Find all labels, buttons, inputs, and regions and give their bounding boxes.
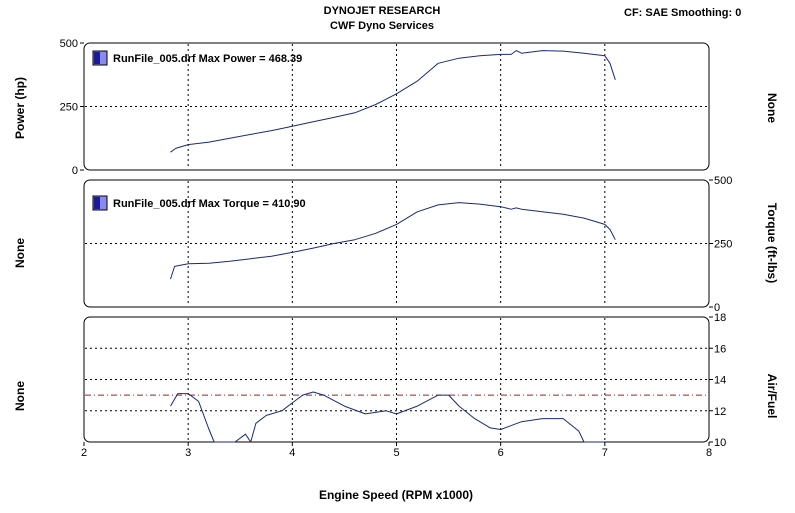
- airfuel-ylabel-left: None: [13, 381, 27, 411]
- power-ylabel-left: Power (hp): [13, 77, 27, 139]
- x-tick-label: 4: [289, 447, 295, 459]
- header-title: DYNOJET RESEARCH: [324, 5, 441, 17]
- y-tick-label: 12: [714, 406, 726, 418]
- header-subtitle: CWF Dyno Services: [330, 20, 434, 32]
- power-legend-label: RunFile_005.drf Max Power = 468.39: [113, 53, 302, 65]
- airfuel-ylabel-right: Air/Fuel: [765, 374, 779, 419]
- torque-panel: 500 250 0 RunFile_005.drf Max Torque = 410…: [13, 175, 779, 314]
- air_fuel-series-line: [170, 391, 605, 443]
- torque-legend: RunFile_005.drf Max Torque = 410.90: [92, 195, 306, 211]
- airfuel-panel: 18 16 14 12 10 None Air/Fuel: [13, 312, 779, 449]
- x-tick-label: 6: [498, 447, 504, 459]
- torque-legend-label: RunFile_005.drf Max Torque = 410.90: [113, 198, 306, 210]
- x-axis: 2 3 4 5 6 7 8: [81, 442, 712, 459]
- power-legend: RunFile_005.drf Max Power = 468.39: [92, 50, 302, 66]
- x-tick-label: 5: [393, 447, 399, 459]
- x-axis-label: Engine Speed (RPM x1000): [319, 488, 473, 502]
- y-tick-label: 0: [714, 302, 720, 314]
- y-tick-label: 500: [714, 175, 732, 187]
- power-series-line: [170, 50, 616, 153]
- x-tick-label: 3: [185, 447, 191, 459]
- y-tick-label: 10: [714, 437, 726, 449]
- y-tick-label: 0: [72, 165, 78, 177]
- x-tick-label: 2: [81, 447, 87, 459]
- header-settings: CF: SAE Smoothing: 0: [624, 7, 741, 19]
- y-tick-label: 500: [60, 38, 78, 50]
- y-tick-label: 18: [714, 312, 726, 324]
- y-tick-label: 14: [714, 375, 726, 387]
- power-panel: 500 250 0 RunFile_005.drf Max Power = 468.…: [13, 38, 779, 177]
- torque-ylabel-left: None: [13, 238, 27, 268]
- y-tick-label: 16: [714, 343, 726, 355]
- torque-series-line: [170, 202, 616, 280]
- x-tick-label: 8: [706, 447, 712, 459]
- x-tick-label: 7: [602, 447, 608, 459]
- torque-ylabel-right: Torque (ft-lbs): [765, 203, 779, 283]
- y-tick-label: 250: [714, 239, 732, 251]
- y-tick-label: 250: [60, 102, 78, 114]
- power-ylabel-right: None: [765, 93, 779, 123]
